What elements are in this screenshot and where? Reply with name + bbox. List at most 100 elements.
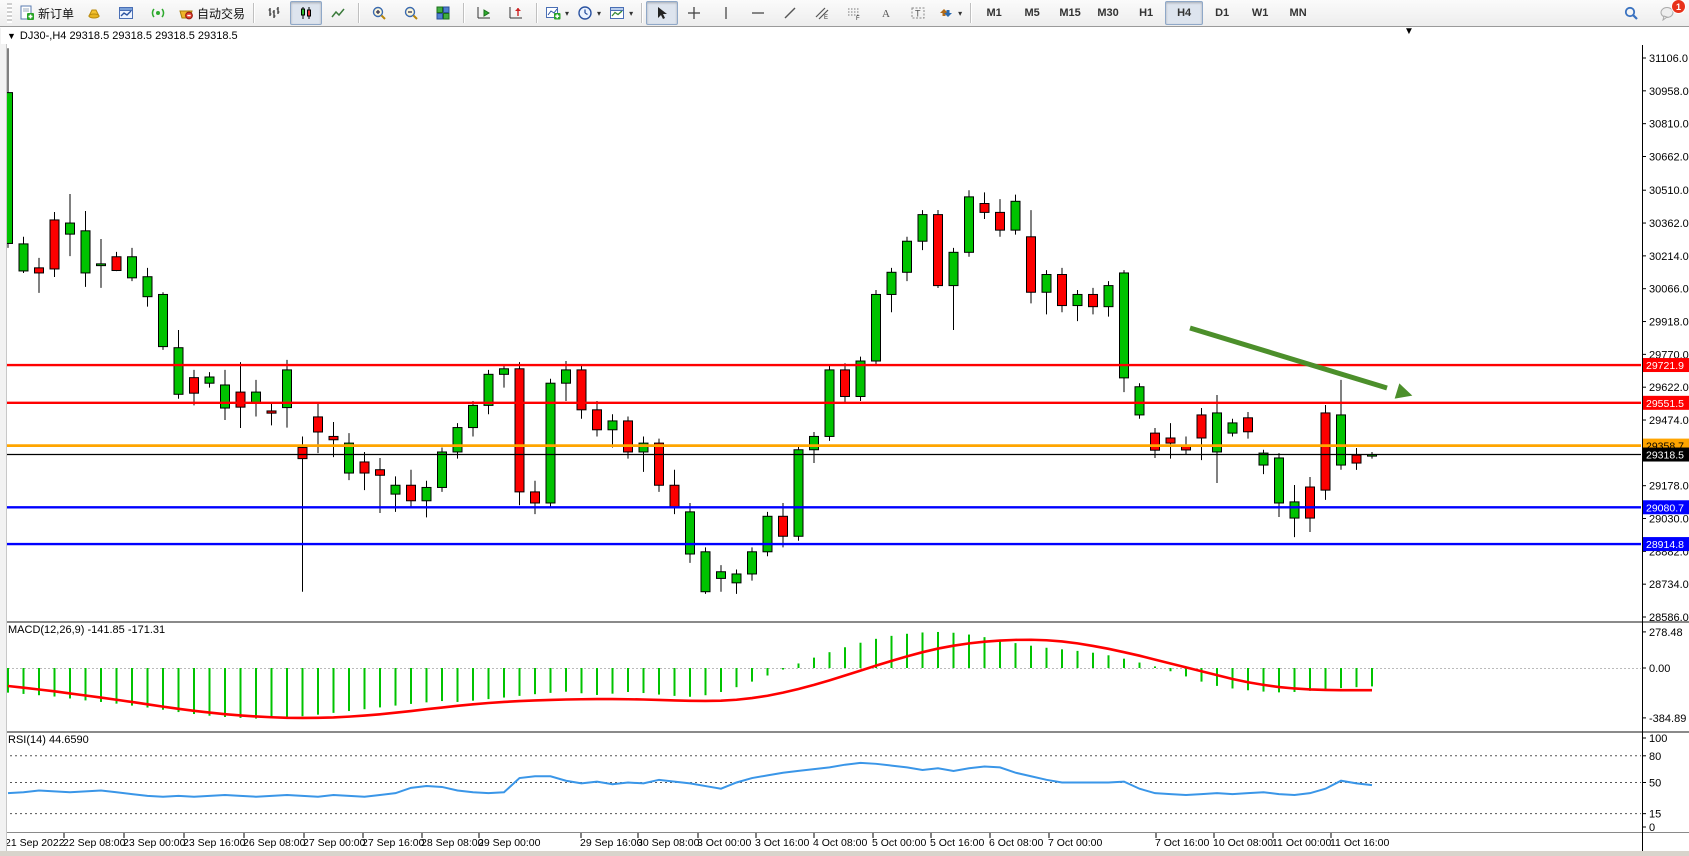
svg-text:30958.0: 30958.0: [1649, 86, 1689, 98]
toolbar-separator: [641, 3, 643, 23]
chart-title: DJ30-,H4 29318.5 29318.5 29318.5 29318.5: [19, 30, 238, 42]
svg-text:4 Oct 08:00: 4 Oct 08:00: [813, 837, 867, 849]
indicators-dropdown-caret[interactable]: ▾: [565, 8, 570, 18]
svg-text:28914.8: 28914.8: [1646, 539, 1684, 551]
templates-dropdown-caret[interactable]: ▾: [629, 8, 634, 18]
bar-chart-button[interactable]: [258, 1, 290, 25]
auto-trading-label: 自动交易: [197, 6, 246, 21]
svg-text:29 Sep 00:00: 29 Sep 00:00: [478, 837, 541, 849]
fibonacci-tool-button[interactable]: F: [838, 1, 870, 25]
search-button[interactable]: [1615, 1, 1647, 25]
periods-dropdown-caret[interactable]: ▾: [597, 8, 602, 18]
svg-text:5 Oct 00:00: 5 Oct 00:00: [872, 837, 926, 849]
toolbar-separator: [970, 3, 972, 23]
svg-text:28734.0: 28734.0: [1649, 579, 1689, 591]
template-icon: [610, 7, 625, 19]
svg-text:A: A: [882, 8, 890, 20]
svg-text:23 Sep 00:00: 23 Sep 00:00: [123, 837, 186, 849]
svg-text:100: 100: [1649, 733, 1667, 745]
svg-text:29178.0: 29178.0: [1649, 481, 1689, 493]
periods-button[interactable]: ▾: [573, 1, 605, 25]
svg-text:15: 15: [1649, 809, 1661, 821]
trend-arrow: [1189, 325, 1388, 391]
svg-text:23 Sep 16:00: 23 Sep 16:00: [183, 837, 246, 849]
horizontal-line-tool-button[interactable]: [742, 1, 774, 25]
tile-windows-button[interactable]: [427, 1, 459, 25]
indicators-button[interactable]: ▾: [541, 1, 573, 25]
candlestick-icon: [301, 7, 312, 19]
auto-scroll-button[interactable]: [468, 1, 500, 25]
crosshair-icon: [688, 7, 701, 19]
text-label-icon: T: [911, 7, 925, 19]
cursor-tool-button[interactable]: [646, 1, 679, 25]
toolbar-separator: [463, 3, 465, 23]
svg-text:22 Sep 08:00: 22 Sep 08:00: [63, 837, 126, 849]
timeframe-button-m1[interactable]: M1: [986, 7, 1002, 19]
text-tool-button[interactable]: A: [870, 1, 902, 25]
crosshair-tool-button[interactable]: [678, 1, 710, 25]
rsi-indicator-label: RSI(14) 44.6590: [8, 734, 89, 746]
new-order-icon: [20, 5, 34, 20]
chat-notification-badge: 1: [1671, 0, 1686, 14]
vertical-line-tool-button[interactable]: [710, 1, 742, 25]
zoom-in-button[interactable]: [363, 1, 395, 25]
signals-button[interactable]: [142, 1, 174, 25]
chart-shift-button[interactable]: [500, 1, 532, 25]
arrows-tool-button[interactable]: ▾: [934, 1, 966, 25]
candlestick-chart-button[interactable]: [290, 1, 323, 25]
svg-text:31106.0: 31106.0: [1649, 53, 1688, 65]
svg-text:29918.0: 29918.0: [1649, 317, 1689, 329]
chart-window-button[interactable]: [110, 1, 142, 25]
channel-tool-button[interactable]: E: [806, 1, 838, 25]
arrows-icon: [940, 9, 953, 17]
svg-text:278.48: 278.48: [1649, 627, 1683, 639]
svg-text:28 Sep 08:00: 28 Sep 08:00: [421, 837, 484, 849]
auto-trading-button[interactable]: 自动交易: [174, 1, 249, 25]
cursor-icon: [658, 7, 668, 19]
timeframe-button-mn[interactable]: MN: [1289, 7, 1307, 19]
line-chart-button[interactable]: [322, 1, 354, 25]
timeframe-button-h1[interactable]: H1: [1139, 7, 1154, 19]
svg-text:29474.0: 29474.0: [1649, 415, 1689, 427]
window-left-border: [0, 28, 7, 851]
text-label-tool-button[interactable]: T: [902, 1, 934, 25]
toolbar-separator: [358, 3, 360, 23]
arrows-dropdown-caret[interactable]: ▾: [958, 8, 963, 18]
svg-text:11 Oct 00:00: 11 Oct 00:00: [1272, 837, 1332, 849]
svg-text:30214.0: 30214.0: [1649, 251, 1689, 263]
market-watch-button[interactable]: [78, 1, 110, 25]
timeframe-button-m15[interactable]: M15: [1059, 7, 1081, 19]
timeframe-button-h4[interactable]: H4: [1165, 1, 1204, 25]
templates-button[interactable]: ▾: [605, 1, 637, 25]
svg-text:10 Oct 08:00: 10 Oct 08:00: [1213, 837, 1273, 849]
chart-menu-caret-icon[interactable]: ▼: [1404, 26, 1414, 37]
zoom-out-button[interactable]: [395, 1, 427, 25]
svg-text:6 Oct 08:00: 6 Oct 08:00: [989, 837, 1043, 849]
chat-button[interactable]: 1: [1651, 0, 1686, 25]
trendline-tool-button[interactable]: [774, 1, 806, 25]
svg-text:0.00: 0.00: [1649, 663, 1670, 675]
svg-text:29622.0: 29622.0: [1649, 382, 1689, 394]
svg-text:80: 80: [1649, 751, 1661, 763]
trendline-icon: [784, 7, 796, 19]
svg-text:30662.0: 30662.0: [1649, 151, 1689, 163]
svg-text:29080.7: 29080.7: [1646, 502, 1684, 514]
symbol-caret-icon[interactable]: ▼: [7, 31, 16, 41]
toolbar-grip[interactable]: [7, 3, 12, 23]
timeframe-button-d1[interactable]: D1: [1215, 7, 1230, 19]
timeframe-button-w1[interactable]: W1: [1251, 7, 1269, 19]
svg-text:26 Sep 08:00: 26 Sep 08:00: [243, 837, 306, 849]
svg-text:30066.0: 30066.0: [1649, 284, 1689, 296]
timeframe-button-m30[interactable]: M30: [1097, 7, 1119, 19]
timeframe-button-m5[interactable]: M5: [1024, 7, 1040, 19]
svg-text:50: 50: [1649, 778, 1661, 790]
new-order-label: 新订单: [38, 6, 75, 21]
window-bottom-strip: [0, 851, 1689, 856]
svg-text:29721.9: 29721.9: [1646, 360, 1684, 372]
fibonacci-icon: F: [848, 8, 860, 21]
new-order-button[interactable]: 新订单: [15, 1, 78, 25]
svg-text:F: F: [856, 16, 860, 21]
chart-title-bar[interactable]: ▼ DJ30-,H4 29318.5 29318.5 29318.5 29318…: [1, 28, 1688, 44]
